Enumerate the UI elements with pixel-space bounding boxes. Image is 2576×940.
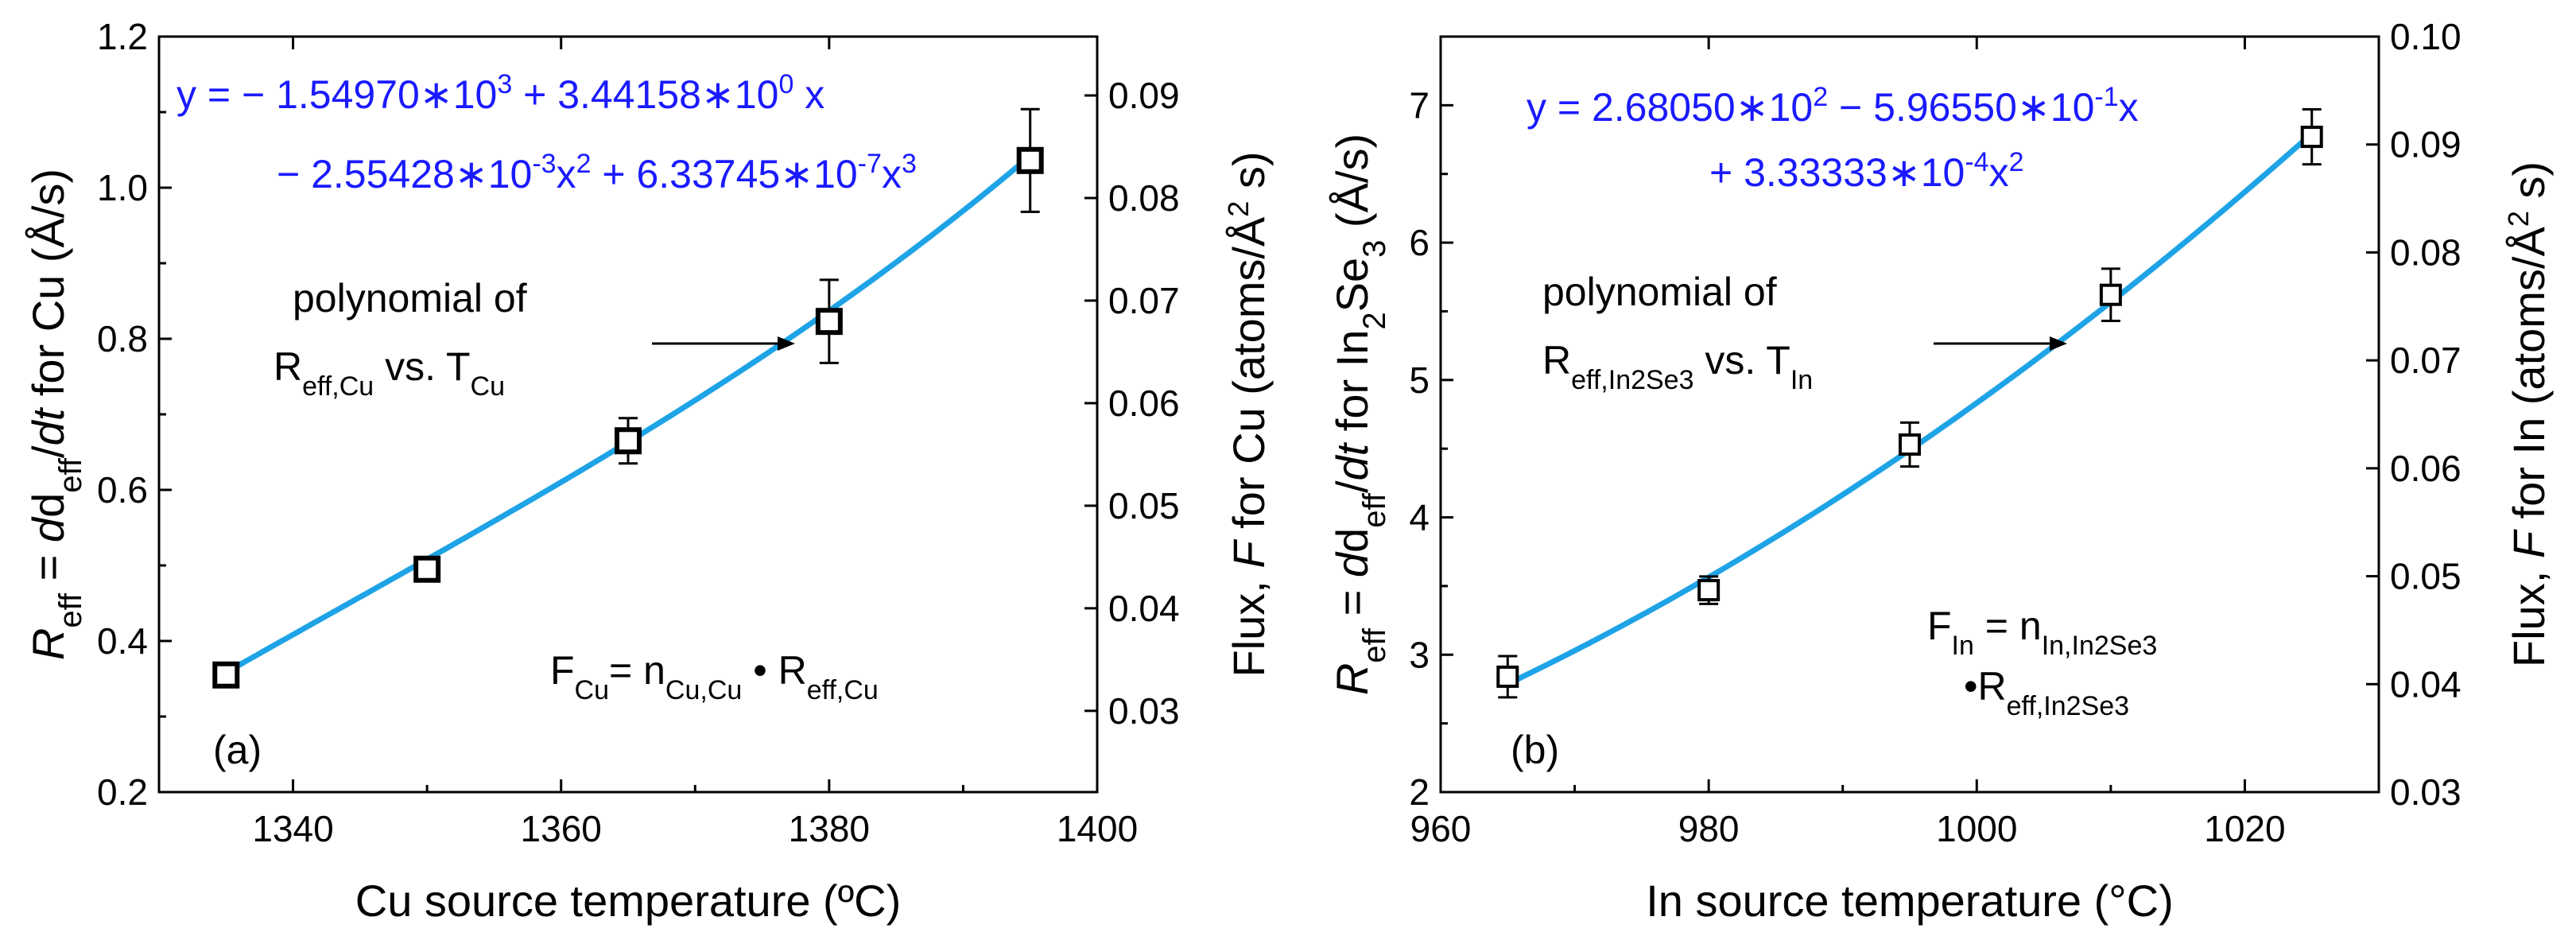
data-point: [1899, 433, 1921, 456]
x-tick-label: 1360: [521, 808, 602, 849]
y-right-tick-label: 0.05: [2390, 556, 2462, 597]
y-left-tick-label: 6: [1409, 222, 1430, 263]
y-right-tick-label: 0.07: [1108, 280, 1180, 321]
y-right-ticks-a: 0.03 0.04 0.05 0.06 0.07 0.08 0.09: [1084, 75, 1180, 732]
x-tick-label: 1400: [1057, 808, 1138, 849]
fit-curve-a: [224, 153, 1032, 675]
fit-equation-line2-a: − 2.55428∗10-3x2 + 6.33745∗10-7x3: [277, 149, 917, 196]
plot-frame-b: [1439, 35, 2380, 794]
y-right-tick-label: 0.06: [1108, 383, 1180, 424]
y-right-axis-label-a: Flux, F for Cu (atoms/Å2 s): [1222, 151, 1274, 677]
y-right-tick-label: 0.09: [2390, 124, 2462, 165]
annotation-line1-a: polynomial of: [293, 276, 527, 320]
x-tick-label: 1020: [2204, 808, 2285, 849]
x-axis-label-b: In source temperature (°C): [1646, 876, 2174, 926]
y-right-ticks-b: 0.03 0.04 0.05 0.06 0.07 0.08 0.09 0.10: [2366, 16, 2462, 813]
fit-equation-line2-b: + 3.33333∗10-4x2: [1709, 147, 2024, 195]
y-right-tick-label: 0.04: [2390, 663, 2462, 705]
y-left-tick-label: 0.2: [97, 771, 148, 813]
y-left-tick-label: 1.2: [97, 16, 148, 57]
flux-formula-line2-b: •Reff,In2Se3: [1964, 664, 2129, 721]
y-left-tick-label: 0.6: [97, 469, 148, 511]
x-ticks-a: 1340 1360 1380 1400: [252, 37, 1138, 849]
flux-formula-a: FCu= nCu,Cu • Reff,Cu: [550, 648, 879, 705]
data-points-a: [212, 107, 1044, 689]
data-points-b: [1496, 108, 2323, 699]
annotation-line2-b: Reff,In2Se3 vs. TIn: [1542, 338, 1813, 395]
y-right-tick-label: 0.03: [1108, 690, 1180, 732]
y-right-tick-label: 0.07: [2390, 340, 2462, 381]
y-right-axis-label-b: Flux, F for In (atoms/Å2 s): [2502, 161, 2555, 667]
fit-equation-line1-b: y = 2.68050∗102 − 5.96550∗10-1x: [1527, 82, 2139, 130]
data-point: [1016, 146, 1044, 174]
data-point: [615, 427, 642, 455]
y-left-tick-label: 7: [1409, 84, 1430, 126]
x-tick-label: 980: [1678, 808, 1740, 849]
x-tick-label: 960: [1410, 808, 1472, 849]
y-left-tick-label: 1.0: [97, 167, 148, 208]
y-left-ticks-a: 0.2 0.4 0.6 0.8 1.0 1.2: [97, 16, 172, 813]
data-point: [1496, 665, 1519, 688]
panel-label-a: (a): [213, 728, 262, 772]
y-right-tick-label: 0.09: [1108, 75, 1180, 116]
data-point: [2099, 283, 2122, 306]
x-ticks-b: 960 980 1000 1020: [1410, 37, 2286, 849]
y-right-tick-label: 0.03: [2390, 771, 2462, 813]
y-left-tick-label: 4: [1409, 497, 1430, 538]
y-right-tick-label: 0.10: [2390, 16, 2462, 57]
x-tick-label: 1000: [1936, 808, 2017, 849]
data-point: [815, 308, 843, 336]
annotation-arrowhead-b: [2050, 336, 2067, 351]
y-left-axis-label-b: Reff = ddeff/dt for In2Se3 (Å/s): [1327, 134, 1392, 695]
fit-curve-b: [1506, 131, 2314, 687]
y-right-tick-label: 0.04: [1108, 588, 1180, 629]
y-left-axis-label-a: Reff = ddeff/dt for Cu (Å/s): [23, 169, 88, 660]
y-left-tick-label: 0.4: [97, 620, 148, 662]
flux-formula-line1-b: FIn = nIn,In2Se3: [1927, 604, 2157, 661]
y-right-tick-label: 0.06: [2390, 448, 2462, 489]
y-left-tick-label: 3: [1409, 634, 1430, 675]
data-point: [413, 555, 441, 583]
y-left-ticks-b: 2 3 4 5 6 7: [1409, 84, 1453, 813]
y-left-tick-label: 2: [1409, 771, 1430, 813]
y-right-tick-label: 0.08: [1108, 177, 1180, 219]
annotation-arrowhead-a: [778, 336, 795, 351]
annotation-line2-a: Reff,Cu vs. TCu: [274, 344, 505, 402]
data-point: [2300, 126, 2323, 149]
annotation-line1-b: polynomial of: [1542, 270, 1777, 314]
y-left-tick-label: 0.8: [97, 318, 148, 359]
x-tick-label: 1340: [252, 808, 333, 849]
fit-equation-line1-a: y = − 1.54970∗103 + 3.44158∗100 x: [177, 69, 824, 117]
y-right-tick-label: 0.05: [1108, 485, 1180, 526]
chart-panel-a: 1340 1360 1380 1400 0.2 0.4 0.6 0.8 1.0 1.2 0.03…: [23, 16, 1274, 926]
data-point: [1697, 579, 1721, 602]
x-tick-label: 1380: [789, 808, 870, 849]
y-right-tick-label: 0.08: [2390, 231, 2462, 273]
data-point: [212, 661, 240, 689]
y-left-tick-label: 5: [1409, 359, 1430, 401]
panel-label-b: (b): [1511, 728, 1559, 772]
x-axis-label-a: Cu source temperature (ºC): [355, 876, 901, 926]
